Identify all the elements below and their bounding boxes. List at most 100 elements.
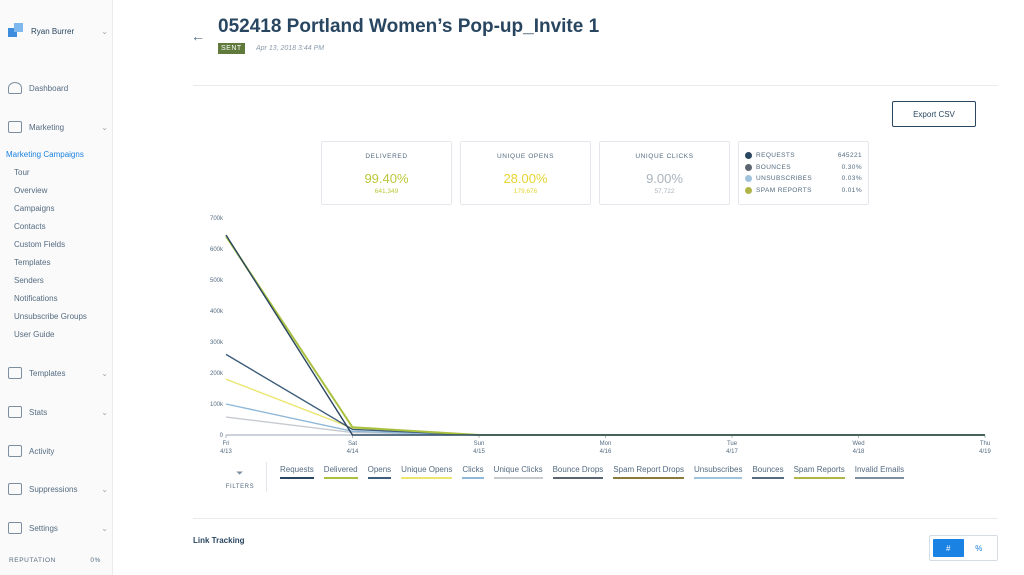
templates-icon [8, 367, 22, 379]
sidebar-item-senders[interactable]: Senders [14, 276, 44, 285]
marketing-campaigns-heading[interactable]: Marketing Campaigns [6, 150, 84, 159]
series-toggle-unique-opens[interactable]: Unique Opens [401, 465, 453, 479]
stat-title: UNIQUE OPENS [496, 153, 555, 160]
count-toggle-button[interactable]: # [933, 539, 964, 557]
stat-card-unique-clicks: UNIQUE CLICKS 9.00% 57,722 [599, 141, 730, 205]
x-tick-day: Fri [223, 441, 230, 447]
stat-count: 57,722 [654, 188, 675, 195]
stats-icon [8, 406, 22, 418]
nav-marketing[interactable]: Marketing ⌄ [8, 119, 108, 135]
export-csv-button[interactable]: Export CSV [892, 101, 976, 127]
engagement-line-chart: 0 100k 200k 300k 400k 500k 600k 700k Fri 4/13 Sat 4… [210, 216, 992, 455]
user-menu[interactable]: Ryan Burrer ⌄ [8, 22, 108, 40]
series-toggle-bounces[interactable]: Bounces [752, 465, 784, 479]
summary-label: REQUESTS [756, 152, 795, 160]
reputation-label: REPUTATION [9, 557, 56, 564]
nav-label: Marketing [29, 122, 65, 132]
y-tick-label: 0 [220, 433, 224, 439]
chevron-down-icon: ⌄ [101, 484, 108, 494]
summary-row-spam-reports: SPAM REPORTS 0.01% [745, 185, 862, 197]
nav-label: Activity [29, 446, 55, 456]
suppressions-icon [8, 483, 22, 495]
sidebar-item-templates[interactable]: Templates [14, 258, 51, 267]
account-logo-icon [8, 23, 24, 39]
nav-templates[interactable]: Templates ⌄ [8, 365, 108, 381]
series-toggle-list: Requests Delivered Opens Unique Opens Clicks… [280, 465, 905, 479]
x-tick-date: 4/15 [473, 449, 485, 455]
stat-card-delivered: DELIVERED 99.40% 641,349 [321, 141, 452, 205]
summary-label: UNSUBSCRIBES [756, 175, 813, 183]
chevron-down-icon: ⌄ [101, 523, 108, 533]
x-tick-day: Wed [852, 441, 864, 447]
back-arrow-icon[interactable]: ← [191, 28, 205, 44]
y-tick-label: 200k [210, 371, 224, 377]
stat-card-unique-opens: UNIQUE OPENS 28.00% 179,676 [460, 141, 591, 205]
sidebar-item-unsubscribe-groups[interactable]: Unsubscribe Groups [14, 312, 87, 321]
sidebar-item-user-guide[interactable]: User Guide [14, 330, 55, 339]
x-tick-date: 4/17 [726, 449, 738, 455]
x-tick-day: Tue [727, 441, 738, 447]
summary-label: SPAM REPORTS [756, 186, 812, 194]
series-line-requests [225, 234, 985, 436]
sidebar-item-campaigns[interactable]: Campaigns [14, 204, 55, 213]
filters-button[interactable]: ⏷ FILTERS [224, 468, 256, 490]
nav-stats[interactable]: Stats ⌄ [8, 404, 108, 420]
series-toggle-spam-report-drops[interactable]: Spam Report Drops [613, 465, 684, 479]
summary-label: BOUNCES [756, 163, 791, 171]
series-toggle-invalid-emails[interactable]: Invalid Emails [854, 465, 905, 479]
user-name: Ryan Burrer [31, 26, 75, 36]
chevron-down-icon: ⌄ [101, 122, 108, 132]
status-badge: SENT [218, 43, 245, 54]
nav-dashboard[interactable]: Dashboard [8, 80, 108, 96]
summary-value: 0.30% [841, 163, 862, 171]
reputation-meter: REPUTATION 0% [9, 557, 101, 564]
sidebar-item-overview[interactable]: Overview [14, 186, 48, 195]
series-toggle-unsubscribes[interactable]: Unsubscribes [693, 465, 743, 479]
summary-row-bounces: BOUNCES 0.30% [745, 162, 862, 174]
series-dot [745, 163, 752, 171]
section-divider [193, 518, 998, 519]
series-toggle-spam-reports[interactable]: Spam Reports [793, 465, 845, 479]
series-toggle-bounce-drops[interactable]: Bounce Drops [552, 465, 604, 479]
sidebar-item-contacts[interactable]: Contacts [14, 222, 46, 231]
series-toggle-opens[interactable]: Opens [367, 465, 392, 479]
y-tick-label: 700k [210, 216, 224, 222]
nav-settings[interactable]: Settings ⌄ [8, 520, 108, 536]
y-tick-label: 400k [210, 309, 224, 315]
count-percent-toggle: # % [929, 535, 998, 561]
sidebar-item-notifications[interactable]: Notifications [14, 294, 58, 303]
chevron-down-icon: ⌄ [101, 26, 108, 36]
nav-activity[interactable]: Activity [8, 443, 108, 459]
percent-toggle-button[interactable]: % [975, 543, 983, 553]
series-line-delivered [225, 235, 985, 436]
header-divider [193, 85, 998, 86]
series-toggle-clicks[interactable]: Clicks [462, 465, 484, 479]
filters-label: FILTERS [225, 484, 255, 490]
stat-count: 179,676 [513, 188, 538, 195]
x-tick-day: Mon [600, 441, 612, 447]
nav-label: Settings [29, 523, 58, 533]
dashboard-icon [8, 82, 22, 94]
series-toggle-requests[interactable]: Requests [280, 465, 314, 479]
y-tick-label: 500k [210, 278, 224, 284]
series-line-unique-clicks [225, 416, 985, 436]
nav-suppressions[interactable]: Suppressions ⌄ [8, 481, 108, 497]
sidebar-item-custom-fields[interactable]: Custom Fields [14, 240, 66, 249]
chevron-down-icon: ⌄ [101, 407, 108, 417]
sidebar-item-tour[interactable]: Tour [14, 168, 30, 177]
nav-label: Stats [29, 407, 48, 417]
page-title: 052418 Portland Women’s Pop-up_Invite 1 [218, 16, 600, 37]
stat-title: UNIQUE CLICKS [635, 153, 694, 160]
series-toggle-delivered[interactable]: Delivered [323, 465, 358, 479]
stat-percent: 28.00% [503, 171, 548, 186]
reputation-value: 0% [90, 557, 101, 564]
stat-percent: 99.40% [364, 171, 409, 186]
stat-count: 641,349 [374, 188, 399, 195]
x-tick-date: 4/13 [220, 449, 232, 455]
nav-label: Suppressions [29, 484, 78, 494]
summary-card: REQUESTS 645221 BOUNCES 0.30% UNSUBSCRIB… [738, 141, 869, 205]
summary-row-requests: REQUESTS 645221 [745, 150, 862, 162]
series-toggle-unique-clicks[interactable]: Unique Clicks [493, 465, 543, 479]
funnel-icon: ⏷ [236, 468, 244, 478]
y-tick-label: 300k [210, 340, 224, 346]
